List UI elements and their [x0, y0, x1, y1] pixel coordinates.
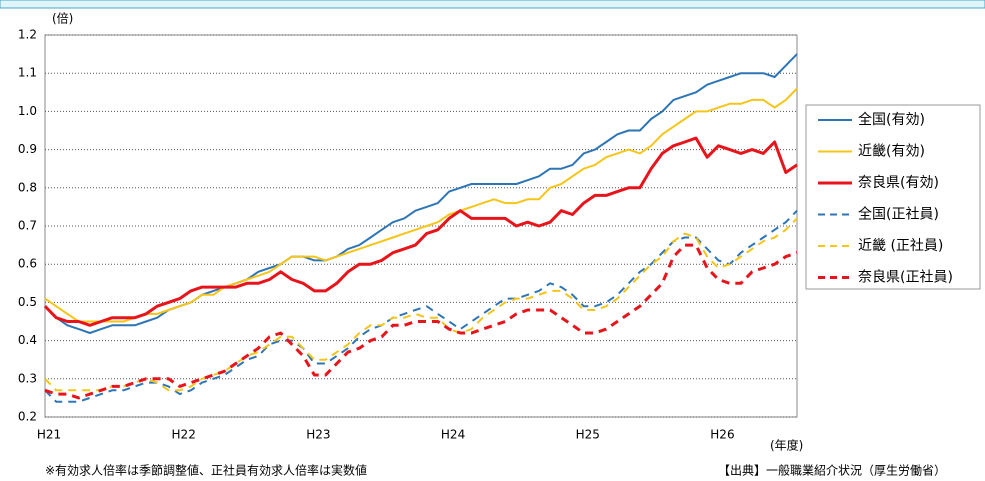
- source: 【出典】一般職業紹介状況（厚生労働省）: [718, 463, 946, 478]
- y-tick-label: 0.6: [18, 257, 37, 271]
- legend-label: 近畿(有効): [858, 144, 925, 160]
- series-line: [44, 243, 798, 400]
- series-line: [44, 87, 798, 323]
- y-tick-label: 0.7: [18, 219, 37, 233]
- y-unit: (倍): [52, 11, 73, 26]
- x-tick-label: H26: [710, 428, 734, 442]
- y-tick-label: 0.4: [18, 333, 37, 347]
- y-tick-label: 0.2: [18, 410, 37, 424]
- header-bar: [0, 0, 985, 9]
- y-tick-label: 1.2: [18, 28, 37, 42]
- series-line: [44, 217, 798, 392]
- x-tick-label: H24: [441, 428, 465, 442]
- x-tick-label: H21: [37, 428, 61, 442]
- y-tick-label: 0.5: [18, 295, 37, 309]
- series-line: [43, 136, 798, 327]
- y-tick-label: 0.9: [18, 142, 37, 156]
- y-tick-label: 0.3: [18, 371, 37, 385]
- y-tick-label: 1.0: [18, 104, 37, 118]
- series-line: [44, 210, 798, 403]
- legend-label: 奈良県(正社員): [858, 270, 953, 286]
- legend-label: 全国(有効): [858, 111, 925, 128]
- note: ※有効求人倍率は季節調整値、正社員有効求人倍率は実数値: [45, 463, 367, 478]
- legend-label: 奈良県(有効): [858, 175, 939, 191]
- legend-label: 全国(正社員): [858, 206, 939, 223]
- legend-label: 近畿 (正社員): [858, 238, 943, 254]
- x-tick-label: H23: [306, 428, 330, 442]
- y-tick-label: 1.1: [18, 66, 37, 80]
- series-line: [44, 53, 798, 334]
- y-tick-label: 0.8: [18, 180, 37, 194]
- x-tick-label: H22: [172, 428, 196, 442]
- x-unit: (年度): [770, 438, 803, 453]
- x-tick-label: H25: [576, 428, 600, 442]
- legend-box: [805, 104, 981, 290]
